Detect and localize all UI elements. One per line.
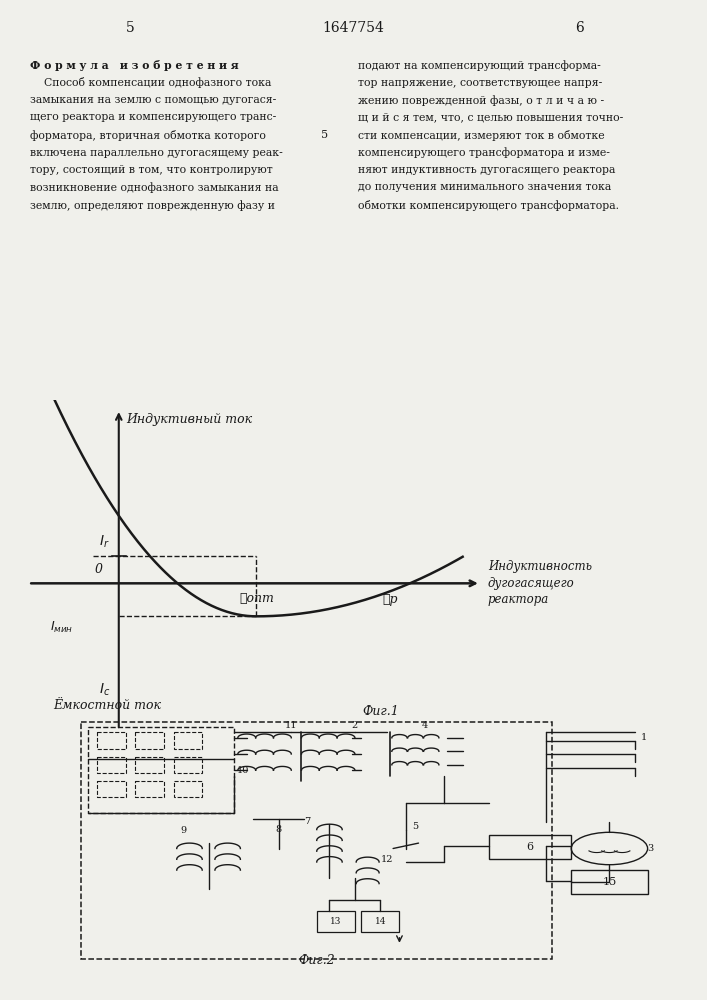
Text: Фиг.2: Фиг.2 — [298, 954, 335, 967]
Text: до получения минимального значения тока: до получения минимального значения тока — [358, 182, 612, 192]
Text: землю, определяют поврежденную фазу и: землю, определяют поврежденную фазу и — [30, 200, 275, 211]
Bar — [174, 732, 202, 749]
Text: 2: 2 — [352, 721, 358, 730]
Bar — [88, 727, 234, 813]
Text: $I_{мин}$: $I_{мин}$ — [50, 620, 74, 635]
Bar — [174, 781, 202, 797]
Text: 0: 0 — [95, 563, 103, 576]
Text: 11: 11 — [285, 721, 298, 730]
Text: возникновение однофазного замыкания на: возникновение однофазного замыкания на — [30, 182, 279, 193]
Text: сти компенсации, измеряют ток в обмотке: сти компенсации, измеряют ток в обмотке — [358, 130, 604, 141]
Bar — [571, 870, 648, 894]
Text: 13: 13 — [330, 917, 341, 926]
Bar — [136, 732, 164, 749]
Text: обмотки компенсирующего трансформатора.: обмотки компенсирующего трансформатора. — [358, 200, 619, 211]
Bar — [174, 757, 202, 773]
Text: ℓопт: ℓопт — [239, 592, 274, 605]
Text: 8: 8 — [276, 825, 281, 834]
Bar — [98, 781, 126, 797]
Text: форматора, вторичная обмотка которого: форматора, вторичная обмотка которого — [30, 130, 266, 141]
Text: Индуктивный ток: Индуктивный ток — [126, 413, 252, 426]
Text: тор напряжение, соответствующее напря-: тор напряжение, соответствующее напря- — [358, 78, 602, 88]
Text: Способ компенсации однофазного тока: Способ компенсации однофазного тока — [30, 78, 271, 89]
Text: подают на компенсирующий трансформа-: подают на компенсирующий трансформа- — [358, 60, 601, 71]
Text: 1647754: 1647754 — [322, 21, 384, 35]
Bar — [361, 911, 399, 932]
Bar — [317, 911, 355, 932]
Text: Индуктивность
дугогасящего
реактора: Индуктивность дугогасящего реактора — [488, 560, 592, 606]
Text: 6: 6 — [526, 842, 534, 852]
Text: щего реактора и компенсирующего транс-: щего реактора и компенсирующего транс- — [30, 112, 276, 122]
Text: няют индуктивность дугогасящего реактора: няют индуктивность дугогасящего реактора — [358, 165, 615, 175]
Text: 6: 6 — [575, 21, 585, 35]
Text: замыкания на землю с помощью дугогася-: замыкания на землю с помощью дугогася- — [30, 95, 276, 105]
Text: 5: 5 — [126, 21, 134, 35]
Text: включена параллельно дугогасящему реак-: включена параллельно дугогасящему реак- — [30, 147, 283, 157]
Bar — [136, 781, 164, 797]
Bar — [98, 732, 126, 749]
Text: жению поврежденной фазы, о т л и ч а ю -: жению поврежденной фазы, о т л и ч а ю - — [358, 95, 604, 106]
Text: 4: 4 — [422, 721, 428, 730]
Text: Ёмкостной ток: Ёмкостной ток — [54, 699, 162, 712]
Text: 12: 12 — [380, 855, 393, 864]
Text: Ф о р м у л а   и з о б р е т е н и я: Ф о р м у л а и з о б р е т е н и я — [30, 60, 239, 71]
Text: ℓр: ℓр — [382, 592, 398, 605]
Text: 15: 15 — [602, 877, 617, 887]
Text: 10: 10 — [238, 766, 250, 775]
Bar — [489, 835, 571, 859]
Text: 1: 1 — [641, 733, 648, 742]
Bar — [136, 757, 164, 773]
Text: тору, состоящий в том, что контролируют: тору, состоящий в том, что контролируют — [30, 165, 273, 175]
Bar — [81, 722, 552, 959]
Text: Фиг.1: Фиг.1 — [362, 705, 399, 718]
Text: $I_r$: $I_r$ — [99, 534, 110, 550]
Text: 5: 5 — [322, 130, 329, 140]
Text: 3: 3 — [648, 844, 654, 853]
Text: 14: 14 — [375, 917, 386, 926]
Text: 5: 5 — [412, 822, 419, 831]
Text: 7: 7 — [304, 817, 310, 826]
Text: щ и й с я тем, что, с целью повышения точно-: щ и й с я тем, что, с целью повышения то… — [358, 112, 624, 122]
Text: компенсирующего трансформатора и изме-: компенсирующего трансформатора и изме- — [358, 147, 610, 158]
Bar — [98, 757, 126, 773]
Text: $I_c$: $I_c$ — [99, 681, 110, 698]
Text: 9: 9 — [180, 826, 186, 835]
